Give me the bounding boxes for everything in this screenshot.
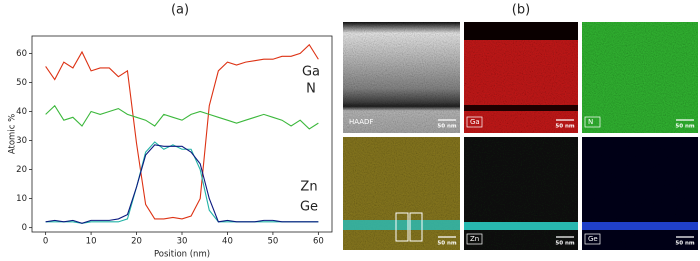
x-tick-label: 20: [131, 237, 142, 247]
map-label: N: [588, 118, 593, 126]
panel-label: (a): [171, 3, 189, 18]
scale-bar-label: 50 nm: [555, 241, 574, 247]
series-label: Ga: [302, 65, 320, 80]
y-axis-label: Atomic %: [8, 114, 18, 154]
series-label: Ge: [300, 200, 318, 215]
x-tick-label: 50: [267, 237, 278, 247]
y-tick-label: 60: [16, 49, 27, 59]
x-tick-label: 0: [43, 237, 48, 247]
scale-bar-label: 50 nm: [675, 241, 694, 247]
series-label: Zn: [300, 180, 317, 195]
series-line: [45, 104, 319, 130]
zn-map: [464, 137, 578, 250]
y-tick-label: 10: [16, 194, 27, 204]
map-label: Ge: [588, 235, 598, 243]
x-tick-label: 10: [86, 237, 97, 247]
ge-band: [582, 222, 698, 230]
y-tick-label: 0: [22, 223, 27, 233]
ga-map: [464, 22, 578, 133]
map-label-box: [466, 233, 483, 245]
ge-map: [582, 137, 698, 250]
panel-label: (b): [512, 3, 530, 18]
roi-box: [395, 212, 409, 242]
map-label: Ga: [470, 118, 480, 126]
series-line: [45, 141, 319, 224]
map-label-box: [466, 116, 483, 128]
x-tick-label: 40: [222, 237, 233, 247]
n-map: [582, 22, 698, 133]
map-label: HAADF: [349, 118, 373, 126]
composite-band: [343, 220, 460, 230]
ga-map-gap: [464, 105, 578, 111]
scale-bar-label: 50 nm: [437, 124, 456, 130]
haadf-map: [343, 22, 460, 133]
scale-bar-label: 50 nm: [555, 124, 574, 130]
y-tick-label: 30: [16, 136, 27, 146]
y-tick-label: 20: [16, 165, 27, 175]
eds-maps: [343, 22, 698, 250]
composite-map: [343, 137, 460, 250]
plot-frame: [31, 35, 333, 233]
map-label: Zn: [470, 235, 479, 243]
map-label-box: [584, 116, 601, 128]
series-label: N: [306, 82, 316, 97]
scale-bar-label: 50 nm: [675, 124, 694, 130]
y-tick-label: 40: [16, 107, 27, 117]
map-label-box: [584, 233, 601, 245]
x-tick-label: 30: [177, 237, 188, 247]
series-line: [45, 43, 319, 220]
series-line: [45, 144, 319, 224]
scale-bar-label: 50 nm: [437, 241, 456, 247]
y-tick-label: 50: [16, 78, 27, 88]
x-axis-label: Position (nm): [154, 250, 210, 260]
zn-band: [464, 222, 578, 230]
x-tick-label: 60: [313, 237, 324, 247]
roi-box: [409, 212, 423, 242]
ga-map-top: [464, 22, 578, 40]
